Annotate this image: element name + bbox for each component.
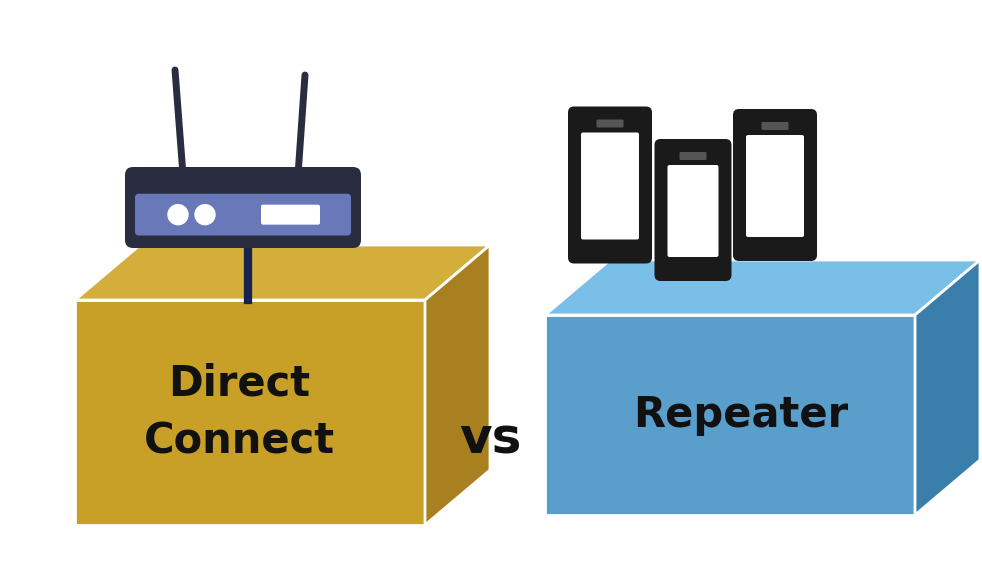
FancyBboxPatch shape [261, 205, 320, 225]
FancyBboxPatch shape [581, 133, 639, 240]
FancyBboxPatch shape [568, 106, 652, 264]
FancyBboxPatch shape [654, 139, 732, 281]
Text: Direct
Connect: Direct Connect [144, 362, 335, 463]
Circle shape [195, 205, 215, 225]
Polygon shape [545, 315, 915, 515]
FancyBboxPatch shape [125, 167, 361, 248]
FancyBboxPatch shape [668, 165, 719, 257]
FancyBboxPatch shape [596, 120, 624, 128]
Circle shape [168, 205, 188, 225]
Polygon shape [425, 245, 490, 525]
Polygon shape [545, 260, 980, 315]
FancyBboxPatch shape [746, 135, 804, 237]
Polygon shape [915, 260, 980, 515]
FancyBboxPatch shape [733, 109, 817, 261]
FancyBboxPatch shape [135, 194, 351, 236]
Text: Repeater: Repeater [633, 394, 848, 436]
Text: vs: vs [459, 416, 521, 464]
Polygon shape [75, 300, 425, 525]
FancyBboxPatch shape [761, 122, 789, 130]
Polygon shape [75, 245, 490, 300]
FancyBboxPatch shape [680, 152, 706, 160]
